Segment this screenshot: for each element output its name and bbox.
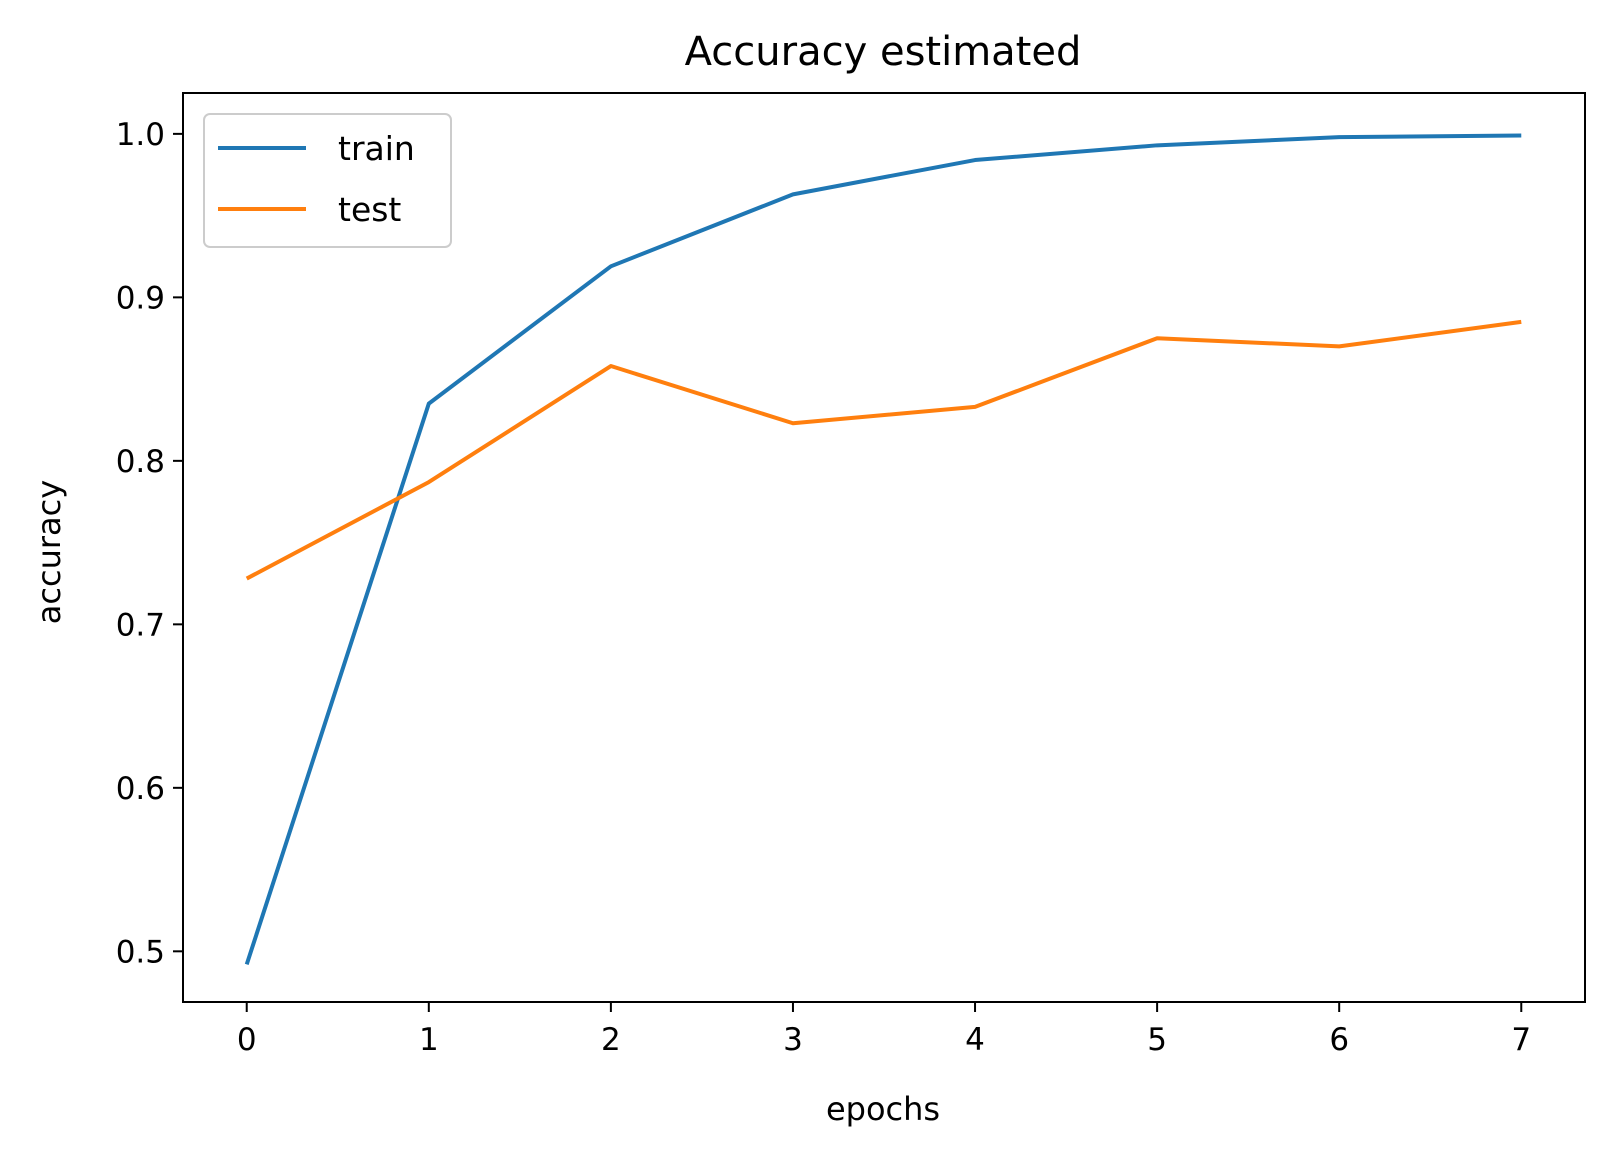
x-tick-label: 2 bbox=[601, 1022, 621, 1058]
y-tick-label: 0.5 bbox=[116, 934, 165, 970]
x-tick-label: 6 bbox=[1329, 1022, 1349, 1058]
y-tick-label: 0.6 bbox=[116, 771, 165, 807]
y-tick-label: 1.0 bbox=[116, 117, 165, 153]
series-line-train bbox=[244, 133, 1522, 966]
y-axis-label: accuracy bbox=[30, 480, 68, 624]
chart-title: Accuracy estimated bbox=[685, 29, 1082, 75]
y-axis-ticks: 0.5 0.6 0.7 0.8 0.9 1.0 bbox=[116, 117, 183, 970]
y-tick-label: 0.7 bbox=[116, 607, 165, 643]
legend-label-test: test bbox=[338, 190, 401, 229]
x-tick-label: 5 bbox=[1147, 1022, 1167, 1058]
x-tick-label: 0 bbox=[237, 1022, 257, 1058]
y-tick-label: 0.9 bbox=[116, 280, 165, 316]
x-axis-ticks: 0 1 2 3 4 5 6 7 bbox=[237, 1002, 1531, 1058]
plot-frame bbox=[182, 92, 1586, 1003]
legend: train test bbox=[203, 113, 452, 248]
series-layer bbox=[244, 133, 1522, 966]
x-tick-label: 1 bbox=[419, 1022, 439, 1058]
x-tick-label: 7 bbox=[1511, 1022, 1531, 1058]
y-tick-label: 0.8 bbox=[116, 444, 165, 480]
x-tick-label: 3 bbox=[783, 1022, 803, 1058]
series-line-test bbox=[245, 319, 1522, 581]
x-axis-label: epochs bbox=[826, 1090, 940, 1128]
legend-label-train: train bbox=[338, 129, 415, 168]
x-tick-label: 4 bbox=[965, 1022, 985, 1058]
